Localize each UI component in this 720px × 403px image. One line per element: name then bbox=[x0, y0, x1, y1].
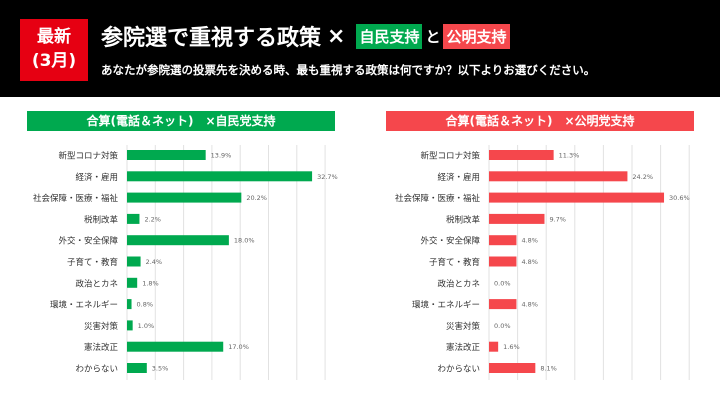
chart-title-ldp: 合算(電話＆ネット) ×自民党支持 bbox=[27, 111, 335, 131]
value-label: 0.8% bbox=[137, 301, 154, 309]
bar bbox=[127, 341, 224, 352]
category-label: 税制改革 bbox=[446, 214, 481, 225]
bar bbox=[489, 192, 665, 203]
bar bbox=[489, 299, 517, 310]
value-label: 24.2% bbox=[632, 173, 653, 181]
value-label: 13.9% bbox=[211, 152, 232, 160]
value-label: 1.6% bbox=[503, 343, 520, 351]
value-label: 4.8% bbox=[521, 258, 538, 266]
category-label: わからない bbox=[75, 365, 118, 375]
value-label: 0.0% bbox=[494, 322, 511, 330]
value-label: 9.7% bbox=[549, 215, 566, 223]
category-label: わからない bbox=[437, 365, 480, 375]
category-label: 社会保障・医療・福祉 bbox=[33, 193, 119, 204]
category-label: 外交・安全保障 bbox=[58, 236, 118, 247]
value-label: 4.8% bbox=[521, 237, 538, 245]
value-label: 30.6% bbox=[669, 194, 690, 202]
category-label: 憲法改正 bbox=[84, 342, 119, 353]
category-label: 新型コロナ対策 bbox=[58, 151, 118, 162]
value-label: 11.3% bbox=[559, 152, 580, 160]
bar bbox=[489, 171, 628, 182]
value-label: 4.8% bbox=[521, 301, 538, 309]
value-label: 17.0% bbox=[228, 343, 249, 351]
chart-komeito: 新型コロナ対策 11.3% 経済・雇用 24.2% 社会保障・医療・福祉 30.6% 税制改… bbox=[395, 145, 690, 380]
category-label: 税制改革 bbox=[84, 214, 119, 225]
bar bbox=[127, 299, 132, 310]
value-label: 2.4% bbox=[146, 258, 163, 266]
value-label: 1.8% bbox=[142, 279, 159, 287]
category-label: 子育て・教育 bbox=[67, 257, 118, 268]
times-sign: × bbox=[327, 23, 346, 49]
value-label: 1.0% bbox=[138, 322, 155, 330]
header: 最新 (3月) 参院選で重視する政策 × 自民支持 と 公明支持 あなたが参院選… bbox=[0, 0, 720, 97]
category-label: 子育て・教育 bbox=[429, 257, 480, 268]
tag-komeito: 公明支持 bbox=[443, 23, 510, 49]
latest-badge: 最新 (3月) bbox=[20, 19, 88, 81]
bar bbox=[127, 213, 140, 224]
bar bbox=[127, 256, 141, 267]
category-label: 環境・エネルギー bbox=[50, 300, 118, 311]
value-label: 0.0% bbox=[494, 279, 511, 287]
category-label: 憲法改正 bbox=[446, 342, 481, 353]
value-label: 2.2% bbox=[144, 215, 161, 223]
subtitle: あなたが参院選の投票先を決める時、最も重視する政策は何ですか？以下よりお選びくだ… bbox=[101, 63, 596, 77]
bar bbox=[127, 192, 242, 203]
value-label: 8.1% bbox=[540, 365, 557, 373]
category-label: 外交・安全保障 bbox=[420, 236, 480, 247]
category-label: 災害対策 bbox=[446, 321, 481, 332]
value-label: 32.7% bbox=[317, 173, 338, 181]
value-label: 20.2% bbox=[246, 194, 267, 202]
bar bbox=[489, 213, 545, 224]
bar bbox=[127, 171, 313, 182]
bar bbox=[127, 150, 206, 160]
bar bbox=[489, 150, 554, 160]
category-label: 災害対策 bbox=[84, 321, 119, 332]
bar bbox=[489, 363, 536, 373]
badge-line2: (3月) bbox=[31, 51, 77, 71]
category-label: 経済・雇用 bbox=[75, 172, 118, 183]
chart-ldp: 新型コロナ対策 13.9% 経済・雇用 32.7% 社会保障・医療・福祉 20.2% 税制改… bbox=[33, 145, 338, 380]
page-title: 参院選で重視する政策 × 自民支持 と 公明支持 bbox=[101, 20, 513, 52]
bar bbox=[127, 320, 133, 331]
and-text: と bbox=[425, 27, 441, 46]
bar bbox=[489, 341, 499, 352]
category-label: 政治とカネ bbox=[437, 278, 480, 289]
value-label: 18.0% bbox=[234, 237, 255, 245]
bar bbox=[489, 256, 517, 267]
bar bbox=[127, 277, 138, 288]
value-label: 3.5% bbox=[152, 365, 169, 373]
title-text: 参院選で重視する政策 bbox=[101, 26, 322, 51]
category-label: 政治とカネ bbox=[75, 278, 118, 289]
category-label: 環境・エネルギー bbox=[412, 300, 480, 311]
bar bbox=[127, 363, 147, 373]
bar bbox=[489, 235, 517, 246]
category-label: 経済・雇用 bbox=[437, 172, 480, 183]
category-label: 社会保障・医療・福祉 bbox=[395, 193, 481, 204]
bar bbox=[127, 235, 229, 246]
category-label: 新型コロナ対策 bbox=[420, 151, 480, 162]
tag-ldp: 自民支持 bbox=[356, 23, 423, 49]
chart-title-komeito: 合算(電話＆ネット) ×公明党支持 bbox=[386, 111, 694, 131]
badge-line1: 最新 bbox=[37, 27, 71, 47]
